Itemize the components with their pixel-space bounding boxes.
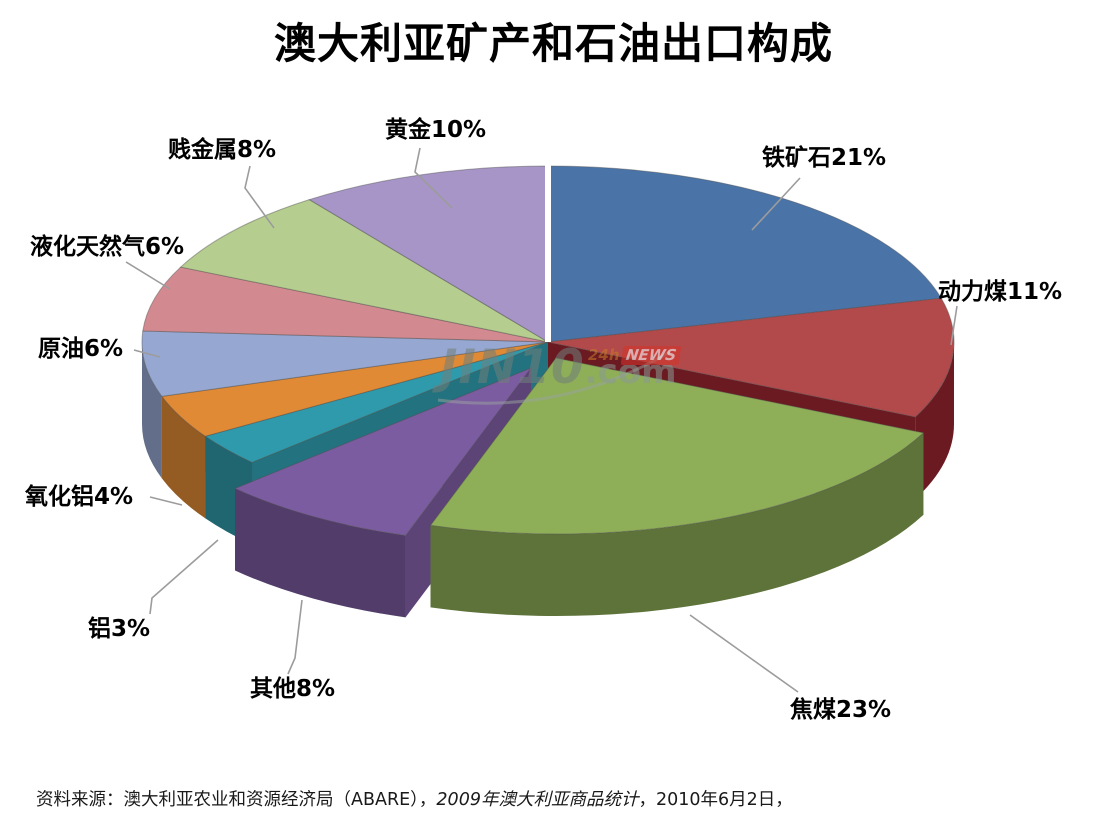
source-note-prefix: 资料来源：澳大利亚农业和资源经济局（ABARE）， [36, 790, 437, 810]
leader-line-其他 [287, 599, 303, 675]
slice-label-铁矿石: 铁矿石21% [762, 145, 887, 171]
slice-label-铝: 铝3% [88, 616, 151, 642]
pie-slice-原油 [141, 330, 549, 397]
watermark-swoosh [437, 350, 671, 405]
slice-label-黄金: 黄金10% [385, 117, 487, 143]
source-note: 资料来源：澳大利亚农业和资源经济局（ABARE），2009年澳大利亚商品统计，2… [36, 786, 793, 811]
leader-line-贱金属 [244, 165, 275, 229]
pie-slice-氧化铝 [160, 341, 549, 437]
slice-label-氧化铝: 氧化铝4% [25, 484, 134, 510]
pie-slice-wall-其他 [235, 488, 406, 618]
pie-slice-wall-原油 [142, 342, 162, 479]
pie-slice-焦煤 [429, 357, 925, 535]
pie-slice-贱金属 [179, 199, 549, 343]
slice-label-焦煤: 焦煤23% [790, 697, 892, 723]
pie-slice-黄金 [308, 165, 549, 343]
source-note-publication: 2009年澳大利亚商品统计 [436, 790, 639, 810]
slice-label-动力煤: 动力煤11% [938, 279, 1063, 305]
pie-slice-wall-动力煤 [915, 342, 954, 499]
pie-slice-铁矿石 [547, 165, 943, 343]
pie-slice-液化天然气 [142, 266, 549, 343]
slice-label-原油: 原油6% [38, 336, 124, 362]
pie-slice-其他 [233, 366, 533, 536]
chart-title: 澳大利亚矿产和石油出口构成 [273, 19, 833, 68]
slice-label-其他: 其他8% [250, 676, 336, 702]
leader-line-液化天然气 [125, 261, 171, 290]
leader-line-铝 [149, 539, 219, 615]
source-note-suffix: ，2010年6月2日， [638, 790, 793, 810]
pie-slice-wall-焦煤 [430, 432, 924, 616]
leader-line-铁矿石 [751, 177, 801, 231]
leader-line-黄金 [414, 147, 453, 209]
leader-line-动力煤 [950, 305, 958, 346]
slice-label-液化天然气: 液化天然气6% [30, 234, 185, 260]
leader-line-焦煤 [689, 614, 799, 693]
pie-slice-wall-氧化铝 [161, 396, 206, 519]
pie-slice-铝 [204, 341, 549, 464]
leader-line-氧化铝 [149, 496, 183, 506]
pie-slice-动力煤 [547, 297, 955, 418]
leader-line-原油 [133, 349, 161, 358]
slice-label-贱金属: 贱金属8% [168, 137, 277, 163]
